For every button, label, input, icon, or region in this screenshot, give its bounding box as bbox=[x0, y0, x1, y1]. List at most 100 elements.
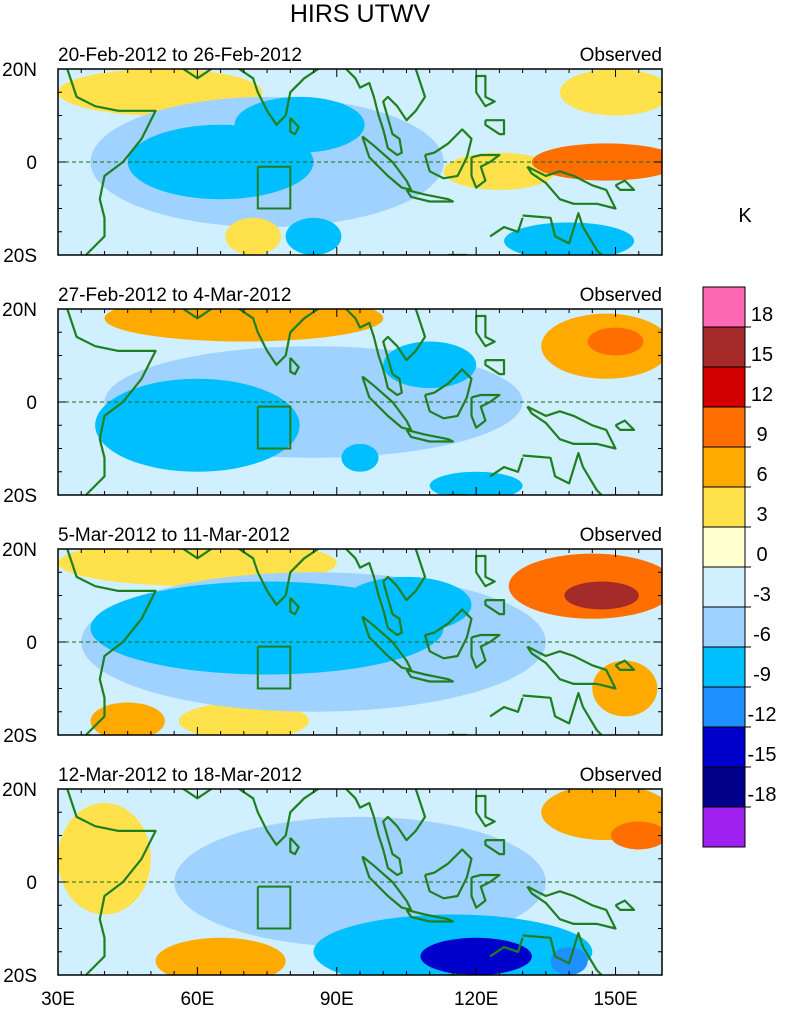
coastline bbox=[423, 128, 473, 180]
anomaly-region bbox=[559, 69, 662, 116]
colorbar-label: 12 bbox=[751, 384, 773, 406]
coastline bbox=[66, 69, 157, 255]
contour-field bbox=[58, 309, 662, 495]
y-tick-label: 20S bbox=[3, 966, 37, 987]
colorbar-label: -6 bbox=[753, 624, 771, 646]
colorbar-swatch bbox=[702, 766, 746, 808]
colorbar-swatch bbox=[702, 406, 746, 448]
anomaly-region bbox=[429, 471, 523, 495]
colorbar-swatch bbox=[702, 566, 746, 608]
coastline bbox=[238, 789, 319, 846]
domain-box bbox=[256, 885, 292, 930]
colorbar-swatch bbox=[702, 446, 746, 488]
coastline bbox=[423, 368, 473, 420]
domain-box bbox=[256, 165, 292, 210]
coastline bbox=[405, 908, 454, 923]
panel-3: 20N 0 20S 5-Mar-2012 to 11-Mar-2012 Observed bbox=[2, 525, 663, 747]
coastline bbox=[405, 428, 454, 443]
coastline bbox=[489, 937, 524, 958]
anomaly-region bbox=[95, 378, 300, 472]
y-tick-label: 0 bbox=[26, 873, 37, 894]
panel-date-label: 27-Feb-2012 to 4-Mar-2012 bbox=[58, 285, 291, 306]
colorbar-swatch bbox=[702, 606, 746, 648]
coastline bbox=[182, 309, 212, 320]
x-tick-label: 30E bbox=[41, 989, 75, 1010]
colorbar-swatch bbox=[702, 806, 746, 848]
anomaly-region bbox=[90, 702, 165, 735]
colorbar-label: -3 bbox=[753, 584, 771, 606]
colorbar: 18 15 12 9 6 3 0 -3 -6 -9 -12 -15 -18 bbox=[702, 286, 777, 848]
panel-2: 20N 0 20S 27-Feb-2012 to 4-Mar-2012 Observed bbox=[2, 285, 663, 507]
coastline bbox=[345, 69, 427, 157]
coastline bbox=[484, 119, 506, 136]
chart-title: HIRS UTWV bbox=[290, 0, 431, 28]
coastline bbox=[289, 357, 300, 376]
coastline bbox=[361, 135, 413, 191]
colorbar-label: 15 bbox=[751, 344, 773, 366]
coastline bbox=[475, 554, 496, 588]
colorbar-swatch bbox=[702, 646, 746, 688]
coastline bbox=[489, 457, 524, 478]
coastline bbox=[489, 697, 524, 718]
colorbar-label: 0 bbox=[756, 544, 767, 566]
y-tick-label: 20S bbox=[3, 486, 37, 507]
y-tick-label: 20S bbox=[3, 246, 37, 267]
coastline bbox=[489, 217, 524, 238]
colorbar-swatch bbox=[702, 326, 746, 368]
coastline bbox=[475, 314, 496, 348]
coastline bbox=[289, 597, 300, 616]
coastline bbox=[361, 375, 413, 431]
coastline bbox=[182, 549, 212, 560]
coastline bbox=[182, 69, 212, 80]
colorbar-label: 18 bbox=[751, 304, 773, 326]
x-tick-label: 90E bbox=[320, 989, 354, 1010]
panel-tag-label: Observed bbox=[580, 285, 662, 306]
coastline bbox=[238, 309, 319, 366]
domain-box bbox=[256, 405, 292, 450]
panel-date-label: 12-Mar-2012 to 18-Mar-2012 bbox=[58, 765, 302, 786]
contour-field bbox=[58, 789, 662, 975]
x-axis: 30E 60E 90E 120E 150E bbox=[41, 989, 638, 1010]
colorbar-swatch bbox=[702, 726, 746, 768]
y-tick-label: 20N bbox=[2, 540, 37, 561]
panel-date-label: 5-Mar-2012 to 11-Mar-2012 bbox=[58, 525, 290, 546]
coastline bbox=[470, 633, 501, 669]
anomaly-region bbox=[341, 576, 472, 633]
colorbar-label: 9 bbox=[756, 424, 767, 446]
anomaly-region bbox=[610, 821, 662, 850]
colorbar-label: -12 bbox=[748, 704, 777, 726]
coastline bbox=[484, 599, 506, 616]
coastline bbox=[475, 74, 496, 108]
coastline bbox=[182, 789, 212, 800]
colorbar-swatch bbox=[702, 286, 746, 328]
panel-1: 20N 0 20S 20-Feb-2012 to 26-Feb-2012 Observe… bbox=[2, 45, 663, 267]
colorbar-swatch bbox=[702, 366, 746, 408]
y-tick-label: 20S bbox=[3, 726, 37, 747]
coastline bbox=[614, 419, 636, 431]
units-label: K bbox=[738, 205, 752, 227]
y-tick-label: 0 bbox=[26, 393, 37, 414]
coastline bbox=[526, 645, 617, 690]
coastline bbox=[361, 615, 413, 671]
anomaly-region bbox=[587, 327, 644, 356]
coastline bbox=[470, 873, 501, 909]
colorbar-label: -15 bbox=[748, 744, 777, 766]
coastline bbox=[526, 405, 617, 450]
coastline bbox=[614, 899, 636, 911]
anomaly-region bbox=[504, 222, 635, 255]
colorbar-swatch bbox=[702, 486, 746, 528]
coastline bbox=[526, 885, 617, 930]
anomaly-region bbox=[155, 937, 286, 975]
anomaly-region bbox=[504, 420, 635, 477]
coastline bbox=[522, 932, 603, 975]
panel-tag-label: Observed bbox=[580, 765, 662, 786]
coastline bbox=[66, 309, 157, 495]
coastline bbox=[66, 549, 157, 735]
x-tick-label: 150E bbox=[593, 989, 637, 1010]
coastline bbox=[238, 69, 319, 126]
colorbar-label: -9 bbox=[753, 664, 771, 686]
coastline bbox=[423, 608, 473, 660]
anomaly-region bbox=[225, 217, 282, 255]
panel-tag-label: Observed bbox=[580, 525, 662, 546]
